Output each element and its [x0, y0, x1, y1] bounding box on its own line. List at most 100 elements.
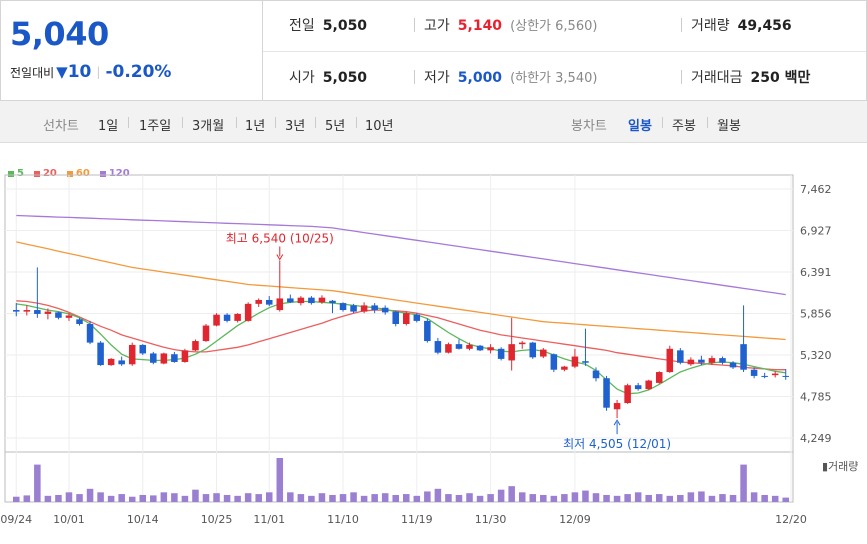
volume-bar — [318, 493, 326, 502]
candle-body — [740, 344, 747, 370]
volume-bar — [139, 494, 147, 502]
candle-daily[interactable]: 일봉 — [628, 119, 652, 134]
candle-body — [255, 299, 262, 304]
volume-bar — [392, 494, 399, 502]
candle — [434, 337, 442, 355]
candle-monthly[interactable]: 월봉 — [717, 119, 741, 134]
volume-bar — [750, 492, 758, 502]
candle — [44, 308, 52, 320]
volume-bar — [55, 494, 62, 502]
legend-swatch — [33, 170, 40, 177]
volume-bar — [550, 495, 558, 502]
candle-body — [318, 297, 326, 303]
volume-bar — [655, 494, 663, 502]
candle-body — [339, 303, 347, 311]
candle — [392, 310, 399, 327]
candle — [529, 341, 537, 359]
volume-bar — [339, 494, 347, 502]
candle — [445, 342, 452, 354]
low-label: 저가 — [424, 70, 450, 86]
period-1w[interactable]: 1주일 — [139, 119, 172, 134]
candle — [265, 296, 273, 307]
quote-panel: 5,040 전일대비 ▼ 10 | -0.20% 전일 5,050 고가 5,1… — [0, 0, 867, 102]
x-tick-label: 11/30 — [475, 513, 507, 526]
candle-body — [181, 350, 189, 362]
candle-body — [139, 344, 147, 354]
candle — [677, 348, 684, 365]
candle — [318, 295, 326, 304]
candle — [698, 355, 705, 366]
volume-bar — [202, 494, 210, 502]
candle — [234, 313, 241, 323]
low-cell: 저가 5,000 (하한가 3,540) — [424, 67, 597, 87]
candle-chart-label: 봉차트 — [571, 119, 607, 134]
candle — [381, 305, 389, 315]
volume-bar — [128, 496, 136, 502]
high-label: 고가 — [424, 18, 450, 34]
x-tick-label: 12/20 — [775, 513, 807, 526]
chart-toolbar: 선차트 1일 1주일 3개월 1년 3년 5년 10년 봉차트 일봉 주봉 월봉 — [0, 101, 867, 143]
volume-label: ▮거래량 — [822, 460, 858, 473]
ma120-line — [16, 214, 786, 296]
volume-bar — [729, 494, 737, 502]
candle — [171, 351, 178, 363]
candle-weekly[interactable]: 주봉 — [672, 119, 696, 134]
candle-body — [782, 375, 789, 377]
candle — [107, 358, 115, 366]
legend-swatch — [66, 170, 73, 177]
period-10y[interactable]: 10년 — [365, 119, 394, 134]
candle — [403, 311, 410, 326]
divider — [275, 117, 276, 128]
period-3y[interactable]: 3년 — [285, 119, 306, 134]
candle — [160, 352, 168, 365]
candle — [244, 302, 252, 322]
divider — [182, 117, 183, 128]
candle — [634, 382, 642, 391]
ma20-line — [16, 300, 786, 371]
ma-legend: 5 20 60 120 — [8, 168, 130, 179]
volume-bar — [234, 495, 241, 502]
candle — [771, 371, 779, 378]
amount-label: 거래대금 — [691, 70, 743, 86]
y-tick-label: 5,856 — [800, 307, 832, 320]
volume-bar — [276, 458, 284, 502]
candle — [350, 303, 357, 314]
volume-bar — [698, 491, 705, 502]
volume-bar — [13, 496, 20, 502]
period-3m[interactable]: 3개월 — [192, 119, 225, 134]
candle-body — [561, 366, 568, 370]
period-5y[interactable]: 5년 — [325, 119, 346, 134]
candle-body — [476, 345, 484, 351]
volume-bar — [44, 495, 52, 502]
candle — [455, 339, 463, 350]
candle-body — [603, 378, 610, 408]
candle-body — [613, 403, 621, 410]
volume-bar — [518, 492, 526, 502]
candle-body — [329, 300, 336, 304]
period-1y[interactable]: 1년 — [245, 119, 266, 134]
change-label: 전일대비 — [10, 65, 55, 80]
volume-bar — [624, 494, 631, 502]
volume-bar — [645, 494, 652, 502]
legend-ma120: 120 — [99, 168, 130, 179]
upper-limit: (상한가 6,560) — [510, 19, 598, 34]
x-tick-label: 10/25 — [201, 513, 233, 526]
candle-body — [171, 354, 178, 362]
candle — [213, 313, 220, 327]
candle-body — [381, 307, 389, 313]
candle — [297, 296, 305, 306]
candle — [582, 328, 589, 366]
divider: | — [96, 65, 101, 79]
candle-body — [360, 305, 368, 312]
period-1d[interactable]: 1일 — [98, 119, 119, 134]
volume-bar — [740, 464, 747, 502]
volume-label: 거래량 — [691, 18, 730, 34]
candle-body — [582, 361, 589, 363]
volume-bar — [677, 494, 684, 502]
volume-bar — [381, 493, 389, 502]
prev-close-value: 5,050 — [322, 18, 368, 34]
candle-body — [677, 350, 684, 363]
volume-bar — [255, 494, 262, 502]
candle — [150, 351, 157, 365]
